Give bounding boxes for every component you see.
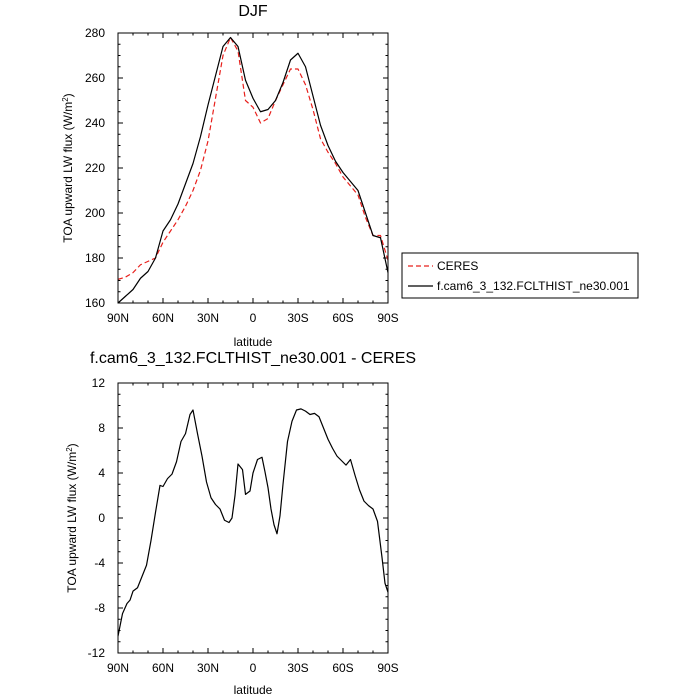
top-chart-y-tick-label: 260 — [85, 71, 105, 85]
top-chart: DJF 90N 60N 30N 0 30S 60S 90S 160 180 200 220 240 26… — [61, 3, 399, 349]
top-chart-x-label: latitude — [234, 335, 273, 349]
top-chart-title: DJF — [238, 3, 268, 20]
bottom-chart-x-tick-label: 90N — [107, 661, 129, 675]
bottom-chart-x-tick-label: 30S — [287, 661, 308, 675]
top-chart-x-tick-label: 60N — [152, 311, 174, 325]
bottom-chart-series-line-1 — [117, 408, 389, 637]
top-chart-y-tick-label: 180 — [85, 251, 105, 265]
top-chart-x-tick-label: 60S — [332, 311, 353, 325]
bottom-chart-y-label-end: ) — [65, 443, 79, 447]
bottom-chart-title: f.cam6_3_132.FCLTHIST_ne30.001 - CERES — [90, 350, 416, 367]
legend-model-label: f.cam6_3_132.FCLTHIST_ne30.001 — [437, 279, 630, 293]
top-chart-x-tick-label: 30S — [287, 311, 308, 325]
bottom-chart-y-tick-label: -8 — [94, 601, 105, 615]
bottom-chart-x-tick-label: 60S — [332, 661, 353, 675]
top-chart-y-tick-label: 240 — [85, 116, 105, 130]
top-chart-y-label-superscript: 2 — [61, 97, 70, 102]
bottom-chart-y-tick-label: -4 — [94, 556, 105, 570]
bottom-chart-y-tick-label: -12 — [88, 646, 106, 660]
top-chart-y-tick-label: 200 — [85, 206, 105, 220]
top-chart-y-tick-label: 160 — [85, 296, 105, 310]
bottom-chart-x-tick-label: 90S — [377, 661, 398, 675]
top-chart-x-tick-label: 90N — [107, 311, 129, 325]
top-chart-series — [117, 36, 389, 304]
legend-box — [401, 252, 639, 299]
bottom-chart-x-tick-label: 30N — [197, 661, 219, 675]
top-chart-y-tick-label: 280 — [85, 26, 105, 40]
bottom-chart-y-tick-label: 12 — [92, 376, 106, 390]
top-chart-series-line-2 — [117, 36, 389, 304]
bottom-chart-x-tick-label: 0 — [250, 661, 257, 675]
top-chart-x-tick-label: 90S — [377, 311, 398, 325]
legend-ceres-label: CERES — [437, 259, 478, 273]
bottom-chart-series — [117, 408, 389, 637]
bottom-chart-plot-frame — [117, 382, 389, 654]
top-chart-y-tick-label: 220 — [85, 161, 105, 175]
top-chart-y-label: TOA upward LW flux (W/m2) — [61, 93, 75, 242]
top-chart-x-tick-label: 30N — [197, 311, 219, 325]
top-chart-x-tick-label: 0 — [250, 311, 257, 325]
bottom-chart-y-tick-label: 8 — [98, 421, 105, 435]
bottom-chart-y-label-main: TOA upward LW flux (W/m — [65, 452, 79, 593]
bottom-chart-y-label-superscript: 2 — [65, 447, 74, 452]
bottom-chart-x-tick-label: 60N — [152, 661, 174, 675]
bottom-chart-y-tick-label: 0 — [98, 511, 105, 525]
top-chart-axes: 90N 60N 30N 0 30S 60S 90S 160 180 200 220 240 260 280 — [85, 26, 399, 325]
bottom-chart-y-label: TOA upward LW flux (W/m2) — [65, 443, 79, 592]
top-chart-y-label-end: ) — [61, 93, 75, 97]
bottom-chart-axes: 90N 60N 30N 0 30S 60S 90S -12 -8 -4 0 4 8 12 — [88, 376, 399, 675]
bottom-chart-y-tick-label: 4 — [98, 466, 105, 480]
top-chart-y-label-main: TOA upward LW flux (W/m — [61, 102, 75, 243]
top-chart-series-line-1 — [117, 36, 389, 280]
top-chart-plot-frame — [117, 32, 389, 304]
bottom-chart-x-label: latitude — [234, 683, 273, 697]
bottom-chart: f.cam6_3_132.FCLTHIST_ne30.001 - CERES 9… — [65, 350, 416, 697]
top-chart-legend: CERES f.cam6_3_132.FCLTHIST_ne30.001 — [401, 252, 639, 299]
